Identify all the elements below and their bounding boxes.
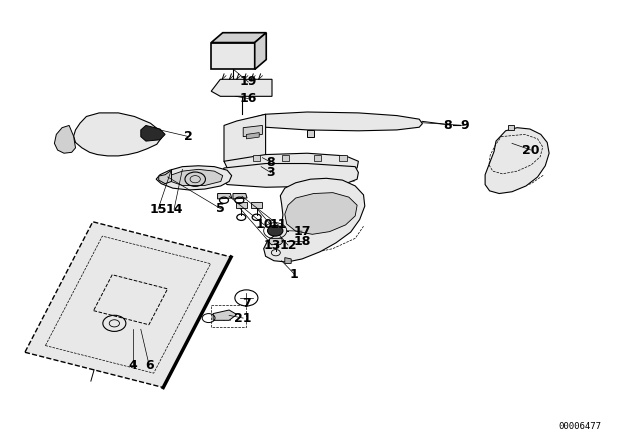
Polygon shape xyxy=(243,125,262,137)
Polygon shape xyxy=(285,193,357,234)
Text: 18: 18 xyxy=(293,234,311,248)
Text: 20: 20 xyxy=(522,143,540,157)
Polygon shape xyxy=(339,155,347,161)
Polygon shape xyxy=(211,33,266,43)
Polygon shape xyxy=(221,164,358,187)
Text: 8: 8 xyxy=(266,155,275,169)
Polygon shape xyxy=(159,170,172,184)
Polygon shape xyxy=(255,33,266,69)
Text: 1: 1 xyxy=(290,267,299,281)
Text: 9: 9 xyxy=(460,119,469,132)
Text: 00006477: 00006477 xyxy=(559,422,602,431)
Polygon shape xyxy=(141,125,165,141)
Polygon shape xyxy=(211,43,255,69)
Text: 10: 10 xyxy=(255,218,273,232)
Polygon shape xyxy=(251,202,262,208)
Text: 13: 13 xyxy=(263,238,281,252)
Text: 6: 6 xyxy=(145,358,154,372)
Polygon shape xyxy=(218,194,232,199)
Text: 3: 3 xyxy=(266,166,275,179)
Polygon shape xyxy=(74,113,161,156)
Text: 15: 15 xyxy=(149,202,167,216)
Polygon shape xyxy=(213,310,237,320)
Text: 16: 16 xyxy=(239,92,257,105)
Polygon shape xyxy=(269,238,283,245)
Text: 11: 11 xyxy=(269,218,287,232)
Polygon shape xyxy=(211,79,272,96)
Polygon shape xyxy=(314,155,321,161)
Text: 19: 19 xyxy=(239,75,257,89)
Text: 17: 17 xyxy=(293,224,311,238)
Text: 21: 21 xyxy=(234,311,252,325)
Polygon shape xyxy=(236,202,247,208)
Polygon shape xyxy=(307,130,314,137)
Text: 14: 14 xyxy=(165,202,183,216)
Polygon shape xyxy=(264,178,365,262)
Polygon shape xyxy=(282,155,289,161)
Polygon shape xyxy=(224,153,358,175)
Polygon shape xyxy=(54,125,76,153)
Polygon shape xyxy=(156,166,232,190)
Polygon shape xyxy=(170,169,223,185)
Polygon shape xyxy=(25,222,231,388)
Text: 7: 7 xyxy=(242,297,251,310)
Text: 5: 5 xyxy=(216,202,225,215)
Polygon shape xyxy=(485,128,549,194)
Polygon shape xyxy=(508,125,514,130)
Polygon shape xyxy=(250,112,422,131)
Polygon shape xyxy=(224,114,266,168)
Polygon shape xyxy=(233,194,247,199)
Text: 2: 2 xyxy=(184,130,193,143)
Text: 4: 4 xyxy=(129,358,138,372)
Text: 12: 12 xyxy=(279,238,297,252)
Polygon shape xyxy=(253,155,260,161)
Circle shape xyxy=(268,225,283,236)
Polygon shape xyxy=(285,258,291,263)
Text: 8: 8 xyxy=(444,119,452,132)
Polygon shape xyxy=(246,133,259,139)
